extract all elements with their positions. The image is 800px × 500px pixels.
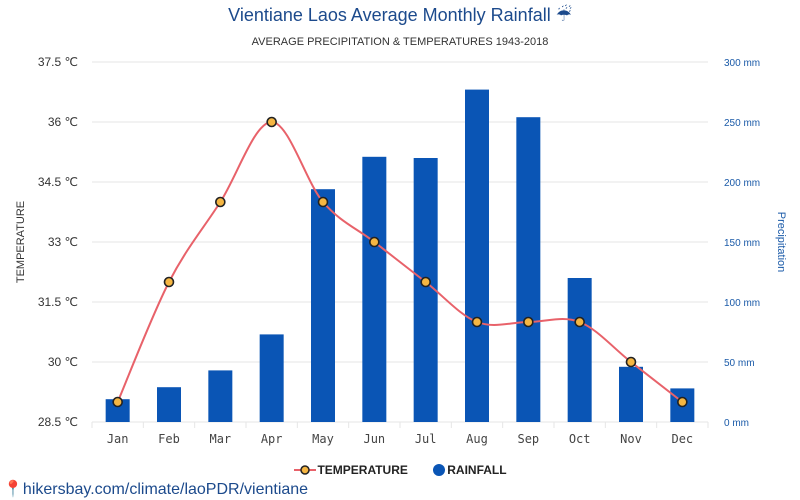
temperature-point[interactable] — [574, 316, 585, 328]
left-tick-label: 31.5 ℃ — [38, 295, 78, 309]
legend-temperature[interactable]: TEMPERATURE — [293, 462, 408, 477]
temperature-point[interactable] — [163, 276, 175, 288]
x-tick-label: Dec — [671, 432, 693, 446]
temperature-point[interactable] — [420, 276, 431, 288]
x-tick-label: Nov — [620, 432, 642, 446]
right-tick-label: 250 mm — [724, 118, 760, 129]
temperature-point[interactable] — [471, 316, 483, 328]
temperature-line-layer — [112, 116, 688, 408]
rainfall-bar[interactable] — [311, 189, 335, 422]
x-tick-label: Feb — [158, 432, 180, 446]
x-tick-label: May — [312, 432, 334, 446]
x-tick-label: Aug — [466, 432, 488, 446]
left-tick-label: 36 ℃ — [48, 115, 78, 129]
rainfall-legend-icon — [433, 463, 446, 476]
legend: TEMPERATURE RAINFALL — [0, 462, 800, 477]
right-tick-label: 100 mm — [724, 298, 760, 309]
temperature-line — [116, 120, 683, 403]
temperature-legend-icon — [294, 465, 317, 475]
left-axis-label: TEMPERATURE — [15, 201, 27, 283]
temperature-point[interactable] — [266, 116, 277, 128]
legend-rainfall[interactable]: RAINFALL — [431, 462, 507, 477]
x-tick-label: Sep — [517, 432, 539, 446]
right-tick-label: 300 mm — [724, 58, 760, 69]
rainfall-bar[interactable] — [208, 370, 233, 422]
rainfall-bar[interactable] — [465, 89, 489, 422]
temperature-point[interactable] — [625, 356, 637, 368]
right-tick-label: 0 mm — [724, 418, 749, 429]
rainfall-bar[interactable] — [259, 334, 284, 422]
left-tick-label: 37.5 ℃ — [38, 55, 78, 69]
temperature-point[interactable] — [317, 196, 329, 208]
rainfall-bar[interactable] — [567, 278, 592, 422]
right-tick-label: 150 mm — [724, 238, 760, 249]
chart-area: 28.5 ℃ 30 ℃ 31.5 ℃ 33 ℃ 34.5 ℃ 36 ℃ 37.5 ℃ 0 m… — [15, 55, 787, 446]
right-tick-label: 200 mm — [724, 178, 760, 189]
temperature-point[interactable] — [677, 396, 688, 408]
rainfall-bar[interactable] — [516, 117, 541, 422]
rainfall-bar[interactable] — [105, 399, 130, 422]
rainfall-bar[interactable] — [157, 387, 181, 422]
chart-title: Vientiane Laos Average Monthly Rainfall … — [228, 5, 572, 25]
right-tick-label: 50 mm — [724, 358, 755, 369]
rainfall-bar[interactable] — [619, 366, 643, 422]
chart-subtitle: AVERAGE PRECIPITATION & TEMPERATURES 194… — [251, 36, 549, 48]
gridlines — [91, 61, 709, 428]
right-axis-ticks: 0 mm 50 mm 100 mm 150 mm 200 mm 250 mm 300 mm — [724, 58, 760, 429]
temperature-point[interactable] — [523, 316, 534, 328]
map-pin-icon: 📍 — [3, 481, 23, 498]
x-tick-label: Jan — [107, 432, 129, 446]
x-tick-label: Oct — [569, 432, 591, 446]
legend-temperature-label: TEMPERATURE — [317, 462, 408, 477]
x-tick-label: Jul — [415, 432, 437, 446]
right-axis-label: Precipitation — [775, 212, 787, 273]
temperature-point[interactable] — [369, 236, 380, 248]
left-tick-label: 33 ℃ — [48, 235, 78, 249]
temperature-point[interactable] — [112, 396, 123, 408]
source-url: hikersbay.com/climate/laoPDR/vientiane — [22, 481, 309, 498]
left-tick-label: 34.5 ℃ — [38, 175, 78, 189]
source-link[interactable]: 📍hikersbay.com/climate/laoPDR/vientiane — [3, 479, 308, 499]
temperature-point[interactable] — [215, 196, 226, 208]
legend-rainfall-label: RAINFALL — [447, 462, 507, 477]
rainfall-bars — [105, 89, 695, 423]
left-tick-label: 30 ℃ — [48, 355, 78, 369]
x-axis-ticks: Jan Feb Mar Apr May Jun Jul Aug Sep Oct Nov Dec — [107, 432, 693, 446]
x-tick-label: Mar — [209, 432, 231, 446]
x-tick-label: Apr — [261, 432, 283, 446]
x-tick-label: Jun — [363, 432, 385, 446]
left-tick-label: 28.5 ℃ — [38, 415, 78, 429]
rainfall-bar[interactable] — [362, 156, 387, 423]
left-axis-ticks: 28.5 ℃ 30 ℃ 31.5 ℃ 33 ℃ 34.5 ℃ 36 ℃ 37.5 ℃ — [38, 55, 78, 429]
